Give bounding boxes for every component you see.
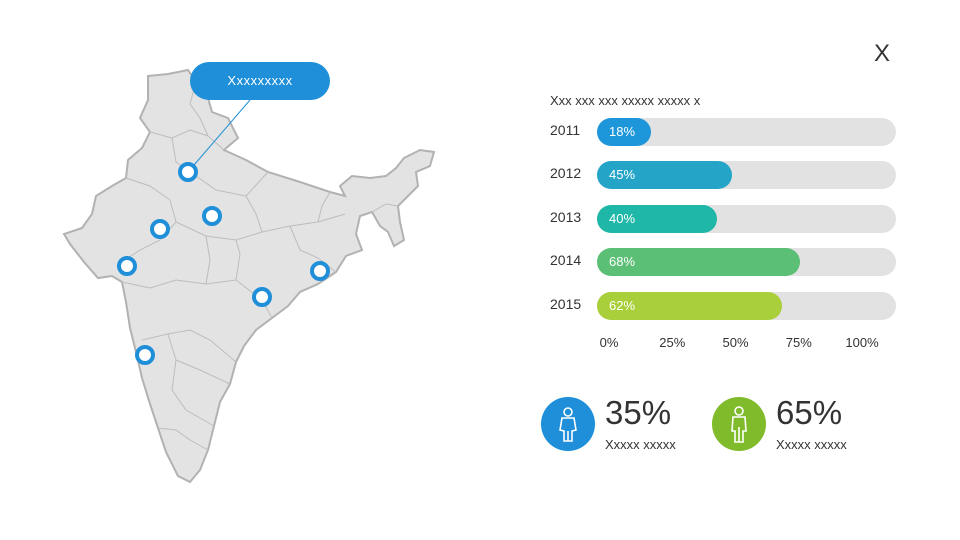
x-tick-label: 0% [599, 335, 619, 350]
bar-row-2015: 2015 62% [550, 292, 896, 320]
border-11 [175, 359, 231, 385]
bar-row-2011: 2011 18% [550, 118, 896, 146]
map-shape [62, 68, 436, 484]
x-tick-label: 75% [785, 335, 812, 350]
bar-2014: 68% [597, 248, 801, 276]
border-2 [171, 137, 269, 197]
map-pin-1[interactable] [178, 162, 198, 182]
bar-value-label: 68% [609, 254, 636, 269]
map-pin-6[interactable] [252, 287, 272, 307]
corner-title: X [873, 40, 890, 67]
bar-track: 40% [597, 205, 896, 233]
border-16 [205, 235, 211, 285]
border-15 [189, 81, 209, 137]
bar-category-label: 2011 [550, 122, 581, 138]
bar-row-2012: 2012 45% [550, 161, 896, 189]
male-stat-circle [712, 397, 766, 451]
border-13 [317, 191, 331, 223]
bar-row-2014: 2014 68% [550, 248, 896, 276]
border-8 [235, 239, 241, 281]
map-pin-5[interactable] [310, 261, 330, 281]
bar-2013: 40% [597, 205, 717, 233]
border-1 [149, 129, 225, 151]
india-map [62, 68, 436, 484]
border-14 [371, 203, 399, 213]
bar-track: 62% [597, 292, 896, 320]
female-stat-circle [541, 397, 595, 451]
bar-category-label: 2013 [550, 209, 582, 225]
female-stat-caption: Xxxxx xxxxx [605, 437, 676, 452]
male-stat-value: 65% [776, 394, 843, 431]
male-icon [712, 397, 766, 451]
border-5 [245, 195, 263, 233]
bar-track: 18% [597, 118, 896, 146]
x-tick-label: 100% [845, 335, 879, 350]
bar-2015: 62% [597, 292, 783, 320]
bar-track: 45% [597, 161, 896, 189]
x-tick-label: 50% [722, 335, 749, 350]
map-pin-7[interactable] [135, 345, 155, 365]
x-tick-label: 25% [659, 335, 686, 350]
bar-value-label: 18% [609, 124, 636, 139]
bar-track: 68% [597, 248, 896, 276]
bar-category-label: 2014 [550, 252, 582, 268]
map-pin-2[interactable] [202, 206, 222, 226]
male-stat-caption: Xxxxx xxxxx [776, 437, 847, 452]
border-12 [157, 427, 209, 451]
pins [117, 162, 330, 365]
female-stat-value: 35% [605, 394, 672, 431]
border-9 [141, 329, 237, 363]
bar-value-label: 45% [609, 167, 636, 182]
bar-2011: 18% [597, 118, 651, 146]
map-callout[interactable]: Xxxxxxxxx [190, 62, 330, 100]
map-mainland [62, 68, 436, 484]
female-icon [541, 397, 595, 451]
bar-value-label: 62% [609, 298, 636, 313]
bar-value-label: 40% [609, 211, 636, 226]
bar-row-2013: 2013 40% [550, 205, 896, 233]
state-borders [121, 81, 399, 451]
bar-2012: 45% [597, 161, 732, 189]
bar-category-label: 2012 [550, 165, 582, 181]
callout-connector [187, 99, 251, 173]
bar-category-label: 2015 [550, 296, 582, 312]
map-pin-3[interactable] [150, 219, 170, 239]
border-10 [167, 333, 215, 427]
map-pin-4[interactable] [117, 256, 137, 276]
chart-title: Xxx xxx xxx xxxxx xxxxx x [550, 93, 701, 108]
